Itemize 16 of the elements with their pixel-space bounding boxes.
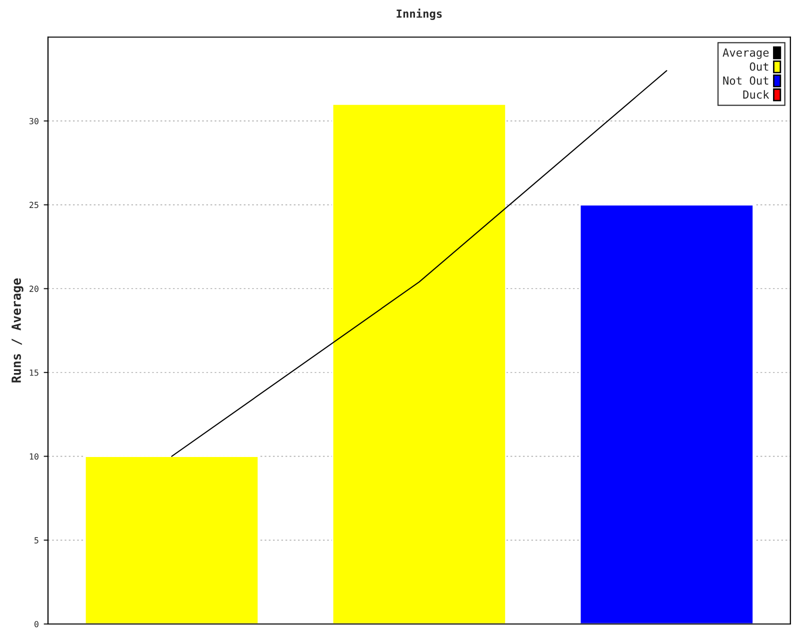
y-tick-label: 20 [30,286,38,292]
y-tick-label: 25 [30,202,38,208]
legend-label: Not Out [723,76,768,85]
legend-label: Duck [743,90,770,99]
y-tick-label: 15 [30,370,38,376]
bar [84,456,260,624]
chart-title: Innings [396,8,442,20]
y-tick-label: 30 [29,118,38,124]
y-tick-label: 10 [30,453,38,460]
bar [332,103,507,624]
bar [579,204,754,624]
legend-label: Out [750,62,768,71]
y-tick-label: 5 [34,537,38,544]
y-axis-title: Runs / Average [12,278,24,382]
y-tick-label: 0 [34,621,38,628]
legend-label: Average [722,48,769,59]
